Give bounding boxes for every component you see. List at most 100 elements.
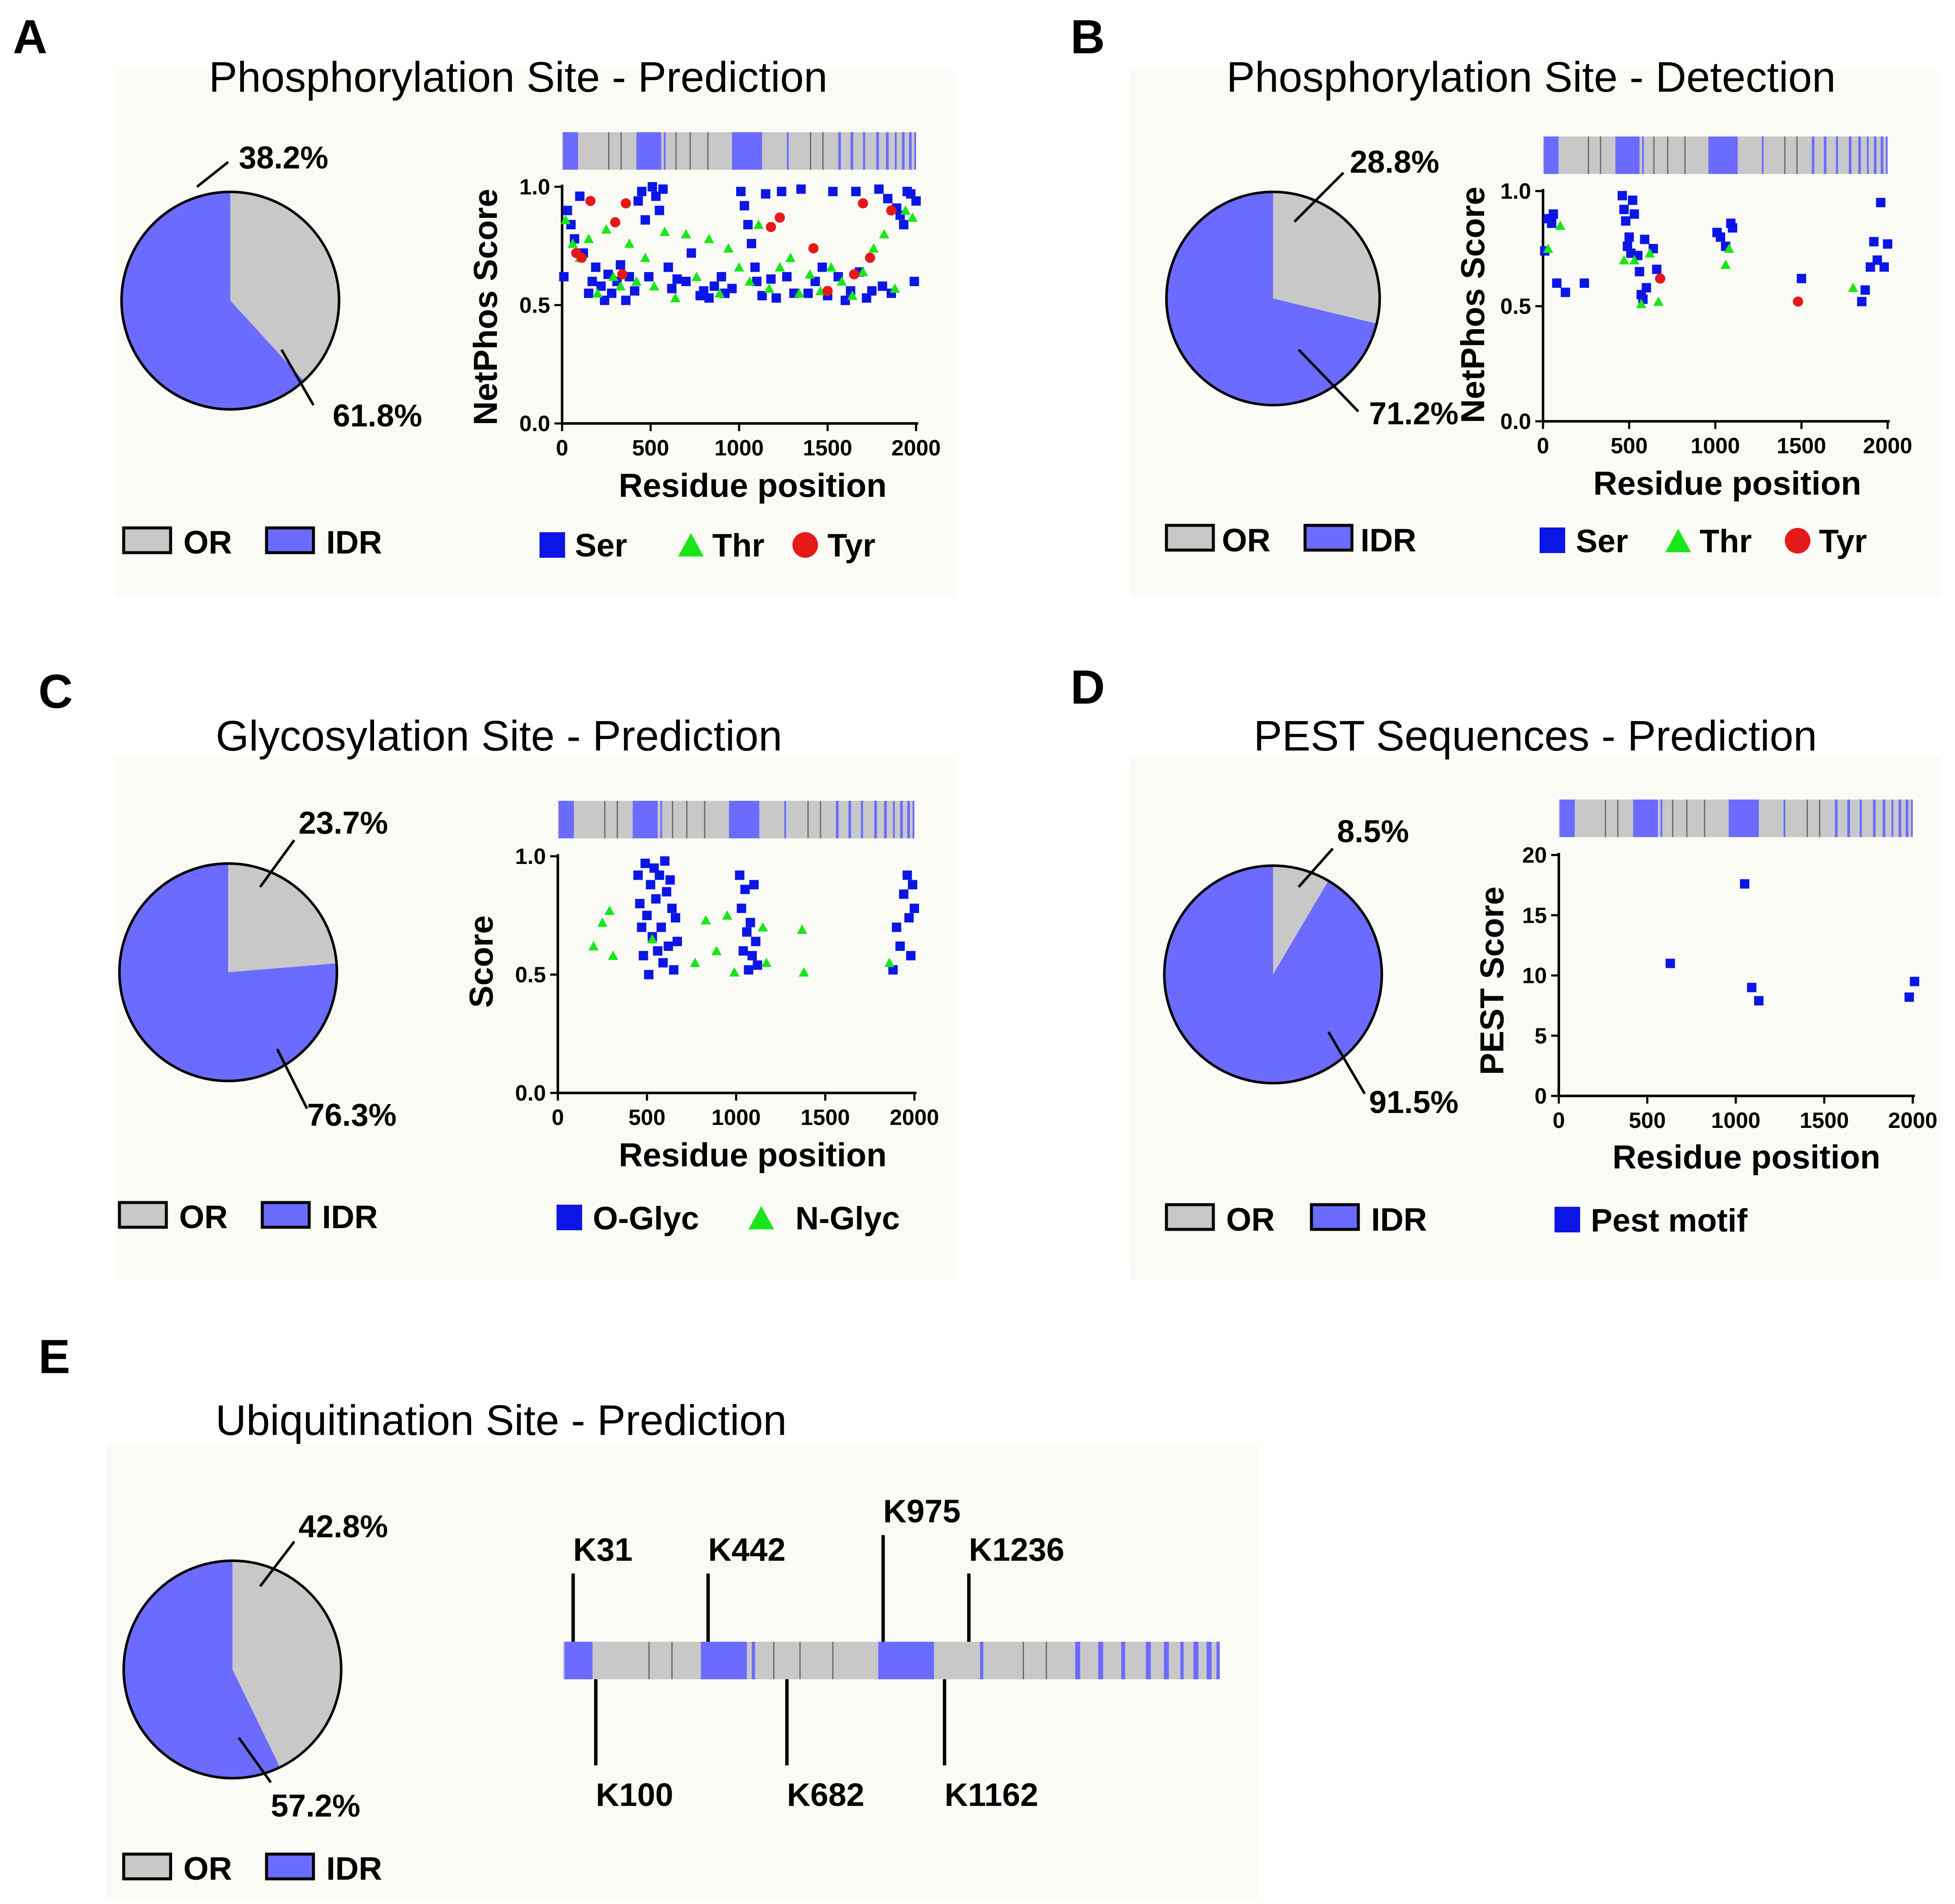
track-or-divider <box>671 1642 673 1679</box>
panel-c-scatter: 0 500 1000 1500 2000 0.0 0.5 1.0 <box>515 844 939 1130</box>
pie-leader-or <box>196 161 229 188</box>
panel-d-idr-track <box>1559 800 1913 837</box>
x-tick-label: 1000 <box>1711 1108 1761 1133</box>
o-glyc-point <box>742 927 752 937</box>
track-or-divider <box>1653 136 1655 174</box>
legend-pest-marker <box>1555 1207 1580 1232</box>
o-glyc-point <box>747 951 757 961</box>
thr-point <box>785 252 796 262</box>
track-idr-segment <box>836 801 839 838</box>
pie-leader-idr <box>1327 1031 1366 1095</box>
thr-point <box>1636 298 1647 308</box>
y-tick-label: 0.5 <box>519 293 550 318</box>
ser-point <box>667 284 677 293</box>
o-glyc-point <box>910 904 919 913</box>
x-tick-label: 0 <box>556 436 569 461</box>
y-tick-label: 0.0 <box>1500 409 1531 434</box>
n-glyc-point <box>798 967 809 977</box>
ser-point <box>851 187 861 197</box>
track-idr-segment <box>1098 1642 1103 1679</box>
track-idr-segment <box>559 801 574 838</box>
panel-b-scatter: 0 500 1000 1500 2000 0.0 0.5 1.0 <box>1500 179 1912 458</box>
thr-point <box>1645 248 1655 258</box>
track-or-divider <box>707 132 709 170</box>
o-glyc-point <box>902 870 912 880</box>
legend-idr-label: IDR <box>1360 522 1416 559</box>
ser-point <box>621 296 631 305</box>
track-or-divider <box>807 801 809 838</box>
track-idr-segment <box>1911 800 1913 837</box>
legend-tyr-marker <box>1785 528 1810 554</box>
ser-point <box>743 220 753 229</box>
ser-point <box>867 286 877 296</box>
panel-d-xlabel: Residue position <box>1613 1138 1880 1176</box>
track-or-divider <box>1667 136 1668 174</box>
pie-slice-or <box>228 864 337 972</box>
ser-point <box>777 187 786 197</box>
legend-tyr-marker <box>792 532 818 558</box>
legend-idr-swatch <box>265 526 315 554</box>
o-glyc-point <box>673 936 682 946</box>
thr-point <box>631 276 642 286</box>
o-glyc-point <box>745 918 755 927</box>
site-label-k975: K975 <box>883 1493 961 1530</box>
n-glyc-point <box>604 905 615 915</box>
thr-point <box>691 271 702 281</box>
ser-point <box>874 184 884 194</box>
thr-point <box>1848 282 1859 292</box>
legend-or-swatch <box>1165 1203 1215 1231</box>
pie-label-or: 8.5% <box>1337 814 1409 849</box>
ser-point <box>591 262 600 272</box>
ser-point <box>906 189 916 199</box>
pie-label-idr: 76.3% <box>307 1097 397 1133</box>
thr-point <box>624 238 635 248</box>
track-or-divider <box>1672 800 1674 837</box>
ser-point <box>1617 191 1627 200</box>
legend-ser-label: Ser <box>575 527 627 564</box>
ser-point <box>575 191 585 201</box>
track-idr-segment <box>1207 1642 1212 1679</box>
o-glyc-point <box>670 913 680 923</box>
legend-oglyc-label: O-Glyc <box>593 1200 699 1237</box>
x-tick-label: 1500 <box>1800 1108 1849 1133</box>
legend-or-label: OR <box>183 1851 232 1887</box>
track-idr-segment <box>1824 136 1827 174</box>
tyr-point <box>774 212 785 223</box>
n-glyc-point <box>729 967 740 977</box>
track-idr-segment <box>1898 800 1902 837</box>
track-idr-segment <box>902 132 905 170</box>
ser-point <box>641 215 650 225</box>
ser-point <box>686 248 696 258</box>
ser-point <box>841 296 850 305</box>
track-idr-segment <box>1812 136 1815 174</box>
pie-outline <box>122 1559 342 1779</box>
thr-point <box>774 262 785 272</box>
track-idr-segment <box>1180 1642 1184 1679</box>
panel-a-label: A <box>13 10 47 64</box>
panel-b-ylabel: NetPhos Score <box>1454 187 1491 423</box>
x-tick-label: 0 <box>552 1105 564 1130</box>
tyr-point <box>617 269 628 280</box>
ser-point <box>1642 283 1651 293</box>
ser-point <box>761 189 771 199</box>
track-or-divider <box>1023 1642 1024 1679</box>
panel-e-pie: 42.8% 57.2% <box>122 1509 388 1823</box>
n-glyc-point <box>761 957 772 967</box>
panel-d-scatter: 0 500 1000 1500 2000 0 5 10 15 20 <box>1522 843 1938 1133</box>
track-idr-segment <box>876 132 879 170</box>
thr-point <box>805 269 815 279</box>
track-or-divider <box>810 132 811 170</box>
o-glyc-point <box>895 941 905 951</box>
pie-leader-or <box>259 1541 296 1587</box>
y-tick-label: 0.5 <box>515 963 546 988</box>
track-idr-segment <box>636 132 661 170</box>
track-or-divider <box>1784 136 1786 174</box>
ser-point <box>1879 262 1889 272</box>
track-or-divider <box>704 801 705 838</box>
track-idr-segment <box>1849 136 1852 174</box>
track-idr-segment <box>863 132 865 170</box>
panel-a-xlabel: Residue position <box>619 467 887 504</box>
ser-point <box>782 272 792 281</box>
track-idr-segment <box>1193 1642 1198 1679</box>
